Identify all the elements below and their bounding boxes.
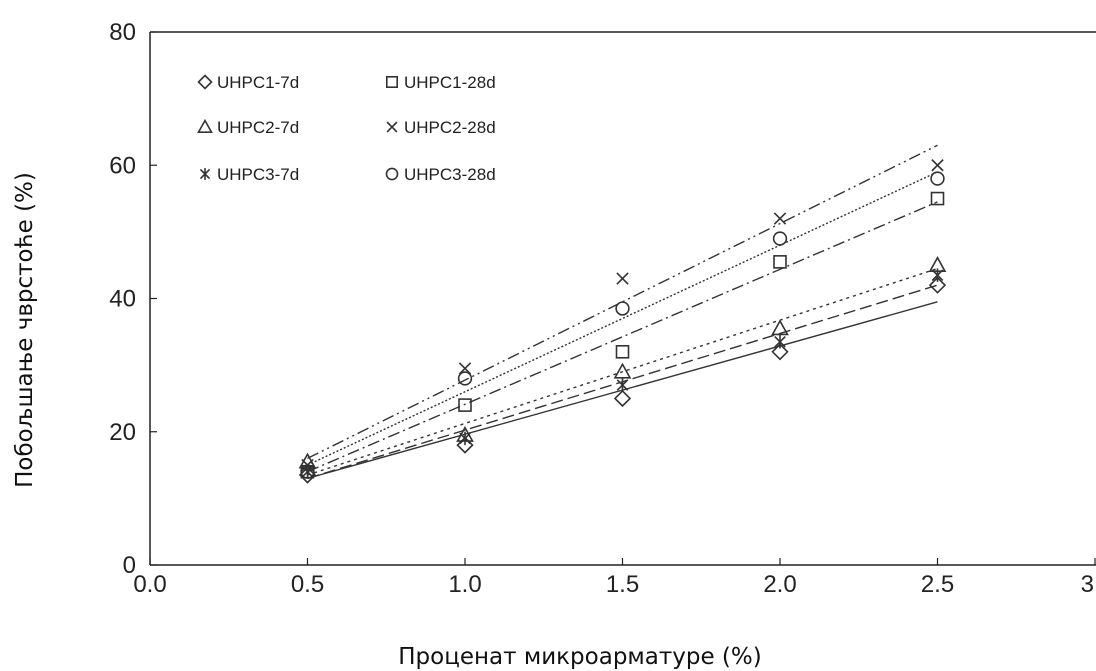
y-tick-label: 0 bbox=[123, 552, 136, 579]
legend-marker-uhpc2-7d bbox=[197, 118, 213, 133]
x-tick-label: 1.5 bbox=[606, 571, 639, 598]
x-tick-label: 2.0 bbox=[763, 571, 796, 598]
legend-marker-uhpc2-28d bbox=[386, 121, 398, 133]
fit-lines bbox=[307, 144, 938, 480]
y-tick-label: 20 bbox=[109, 419, 136, 446]
point-uhpc3-28d bbox=[615, 301, 630, 316]
point-uhpc1-28d bbox=[773, 255, 787, 269]
point-uhpc2-28d bbox=[458, 362, 472, 375]
point-uhpc1-7d bbox=[771, 343, 789, 361]
legend-marker-uhpc3-7d bbox=[199, 168, 211, 180]
legend-marker-uhpc1-7d bbox=[197, 74, 213, 90]
point-uhpc1-7d bbox=[928, 276, 947, 294]
point-uhpc3-7d bbox=[616, 378, 629, 392]
y-tick-label: 40 bbox=[109, 286, 136, 313]
point-uhpc1-7d bbox=[298, 466, 317, 484]
point-uhpc3-7d bbox=[301, 464, 314, 479]
point-uhpc2-28d bbox=[616, 272, 629, 285]
legend-label-uhpc3-28d: UHPC3-28d bbox=[404, 165, 496, 184]
x-tick-label: 0.5 bbox=[291, 571, 324, 598]
x-tick-label: 2.5 bbox=[921, 571, 954, 598]
legend-label-uhpc2-28d: UHPC2-28d bbox=[404, 118, 496, 137]
point-uhpc3-28d bbox=[300, 464, 315, 479]
chart-axes: 0.0 0.5 1.0 1.5 2.0 2.5 3 0 20 40 60 80 bbox=[109, 19, 1096, 598]
point-uhpc3-7d bbox=[931, 268, 944, 282]
fit-line-uhpc2-7d bbox=[307, 267, 938, 476]
legend-label-uhpc1-28d: UHPC1-28d bbox=[404, 73, 496, 92]
x-axis-title: Проценат микроарматуре (%) bbox=[398, 644, 762, 670]
point-uhpc1-28d bbox=[458, 398, 472, 412]
fit-line-uhpc2-28d bbox=[307, 144, 938, 460]
fit-line-uhpc1-28d bbox=[307, 201, 938, 473]
fit-line-uhpc3-28d bbox=[307, 171, 938, 466]
x-tick-label: 1.0 bbox=[448, 571, 481, 598]
point-uhpc3-28d bbox=[930, 171, 945, 186]
x-tick-label: 3 bbox=[1081, 571, 1094, 598]
point-uhpc3-28d bbox=[457, 371, 473, 386]
point-uhpc1-7d bbox=[613, 389, 632, 408]
point-uhpc3-7d bbox=[774, 335, 786, 349]
point-uhpc2-28d bbox=[773, 212, 787, 225]
point-uhpc2-7d bbox=[613, 362, 632, 379]
point-uhpc1-28d bbox=[615, 344, 630, 359]
y-axis-title: Побољшање чврстоће (%) bbox=[12, 172, 38, 488]
legend-marker-uhpc3-28d bbox=[385, 167, 399, 181]
legend-label-uhpc2-7d: UHPC2-7d bbox=[217, 118, 299, 137]
x-tick-label: 0.0 bbox=[133, 571, 166, 598]
y-tick-label: 60 bbox=[109, 152, 136, 179]
legend-label-uhpc3-7d: UHPC3-7d bbox=[217, 165, 299, 184]
data-points bbox=[298, 159, 947, 484]
point-uhpc2-28d bbox=[931, 159, 944, 172]
point-uhpc3-7d bbox=[459, 431, 471, 446]
point-uhpc1-28d bbox=[930, 191, 945, 206]
point-uhpc2-7d bbox=[771, 319, 789, 336]
legend-marker-uhpc1-28d bbox=[385, 76, 398, 89]
legend: UHPC1-7d UHPC1-28d UHPC2-7d UHPC2-28d UHPC3-… bbox=[197, 73, 496, 184]
legend-label-uhpc1-7d: UHPC1-7d bbox=[217, 73, 299, 92]
point-uhpc3-28d bbox=[772, 231, 788, 246]
y-tick-label: 80 bbox=[109, 19, 136, 46]
